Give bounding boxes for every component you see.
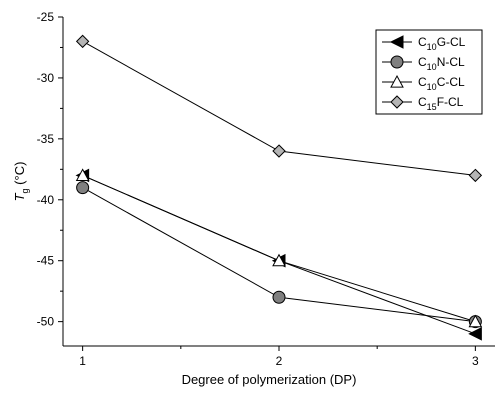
data-point-3-2: [468, 168, 483, 183]
x-axis-title: Degree of polymerization (DP): [182, 372, 357, 387]
x-tick-label: 3: [472, 354, 479, 368]
y-tick-label: -45: [37, 254, 55, 268]
legend-marker-3: [390, 95, 404, 109]
legend-marker-0: [389, 35, 404, 49]
y-tick-label: -50: [37, 315, 55, 329]
x-tick-label: 2: [276, 354, 283, 368]
data-point-3-0: [75, 34, 90, 49]
legend: C10G-CL C10N-CL C10C-CL C15F-CL: [375, 29, 483, 115]
data-point-1-1: [272, 290, 286, 304]
legend-label-1: C10N-CL: [418, 55, 465, 72]
legend-label-3: C15F-CL: [418, 95, 464, 112]
y-tick-label: -30: [37, 71, 55, 85]
y-tick-label: -40: [37, 193, 55, 207]
legend-marker-2: [390, 74, 404, 88]
legend-label-0: C10G-CL: [418, 35, 466, 52]
data-point-2-0: [75, 168, 90, 182]
axes: -50 -45 -40 -35 -30 -25 1 2 3 Degree of polymeriz…: [12, 10, 495, 387]
plot-area: [75, 34, 483, 341]
legend-marker-1: [390, 55, 404, 69]
legend-label-2: C10C-CL: [418, 75, 465, 92]
x-tick-label: 1: [79, 354, 86, 368]
y-tick-label: -35: [37, 132, 55, 146]
data-point-1-0: [76, 181, 90, 195]
data-point-2-2: [468, 314, 483, 328]
data-point-2-1: [272, 253, 286, 267]
y-tick-label: -25: [37, 10, 55, 24]
y-axis-title: Tg (°C): [12, 162, 30, 202]
data-point-3-1: [272, 144, 286, 158]
data-point-0-2: [468, 327, 482, 341]
